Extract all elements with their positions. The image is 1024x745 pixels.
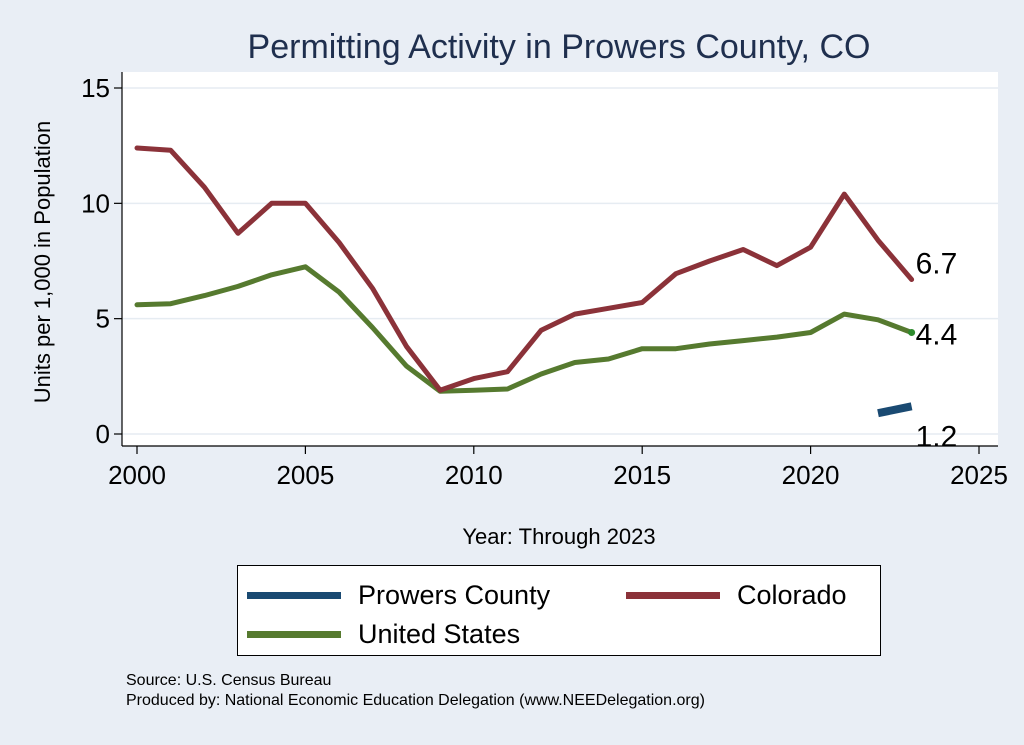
- series-line-united-states: [134, 264, 915, 394]
- legend-item-prowers-county: Prowers County: [247, 578, 550, 612]
- y-tick-label: 10: [81, 188, 110, 218]
- y-tick-label: 0: [96, 419, 110, 449]
- legend: Prowers County Colorado United States: [237, 565, 881, 656]
- legend-item-colorado: Colorado: [626, 578, 847, 612]
- axes: [114, 72, 998, 454]
- y-tick-label: 5: [96, 304, 110, 334]
- series-lines: [134, 145, 916, 418]
- end-labels: 1.2 6.7 4.4: [916, 247, 958, 453]
- x-axis-label: Year: Through 2023: [462, 524, 655, 549]
- produced-by-note: Produced by: National Economic Education…: [126, 692, 705, 709]
- series-line-colorado: [134, 145, 915, 393]
- legend-swatch: [247, 591, 341, 599]
- series-line-prowers-county: [877, 402, 913, 418]
- x-tick-label: 2015: [613, 460, 671, 490]
- series-end-marker: [908, 329, 916, 337]
- tick-labels: 0 5 10 15 2000 2005 2010 2015 2020 2025: [81, 73, 1008, 490]
- x-tick-label: 2000: [108, 460, 166, 490]
- legend-label: Prowers County: [358, 579, 551, 610]
- x-tick-label: 2005: [276, 460, 334, 490]
- legend-swatch: [247, 630, 341, 638]
- legend-item-united-states: United States: [247, 617, 520, 651]
- end-label-colorado: 6.7: [916, 247, 958, 280]
- plot-area: [122, 72, 998, 446]
- legend-label: United States: [358, 618, 521, 649]
- legend-swatch: [626, 591, 720, 599]
- end-label-prowers-county: 1.2: [916, 420, 958, 453]
- y-axis-label: Units per 1,000 in Population: [30, 121, 55, 404]
- source-note: Source: U.S. Census Bureau: [126, 672, 332, 689]
- x-tick-label: 2010: [445, 460, 503, 490]
- legend-label: Colorado: [737, 579, 847, 610]
- x-tick-label: 2025: [950, 460, 1008, 490]
- y-tick-label: 15: [81, 73, 110, 103]
- chart-title: Permitting Activity in Prowers County, C…: [248, 28, 871, 66]
- x-tick-label: 2020: [782, 460, 840, 490]
- end-label-united-states: 4.4: [916, 319, 958, 352]
